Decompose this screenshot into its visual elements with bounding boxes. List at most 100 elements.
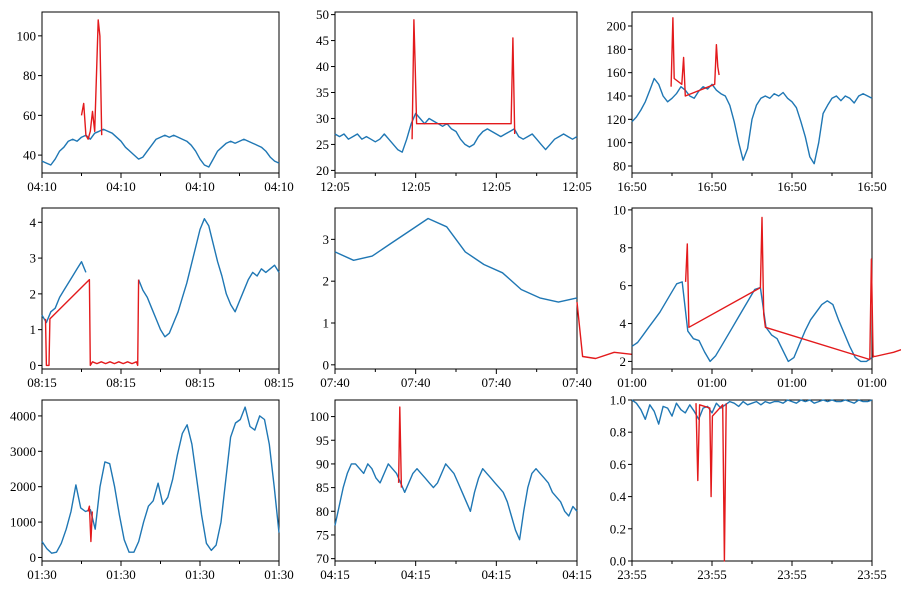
- plot-area-frame: [334, 11, 578, 174]
- x-tick-label: 07:40: [482, 375, 512, 390]
- normal-series-line: [631, 77, 873, 165]
- normal-series-line: [631, 399, 873, 425]
- y-tick-label: 20: [316, 163, 329, 178]
- plot-area-frame: [41, 207, 280, 370]
- anomaly-series-line: [684, 216, 874, 361]
- y-tick-label: 60: [23, 108, 36, 123]
- x-tick-label: 01:30: [27, 567, 57, 582]
- plot-area-frame: [41, 399, 280, 562]
- y-tick-label: 80: [316, 504, 329, 519]
- chart-panel-8: 70 75 80 85 90 95 100 04:15 04:15 04:15 04:15: [310, 399, 592, 582]
- x-tick-label: 01:30: [185, 567, 215, 582]
- y-tick-label: 0.4: [610, 489, 627, 504]
- chart-panel-1: 40 60 80 100 04:10 04:10 04:10 04:10: [17, 11, 294, 194]
- x-tick-label: 23:55: [697, 567, 727, 582]
- chart-panel-2: 20 25 30 35 40 45 50 12:05 12:05 12:05 12:05: [316, 7, 592, 194]
- x-tick-label: 04:15: [482, 567, 512, 582]
- plot-area-frame: [631, 207, 873, 370]
- y-tick-label: 180: [607, 42, 627, 57]
- y-tick-label: 80: [613, 159, 626, 174]
- y-tick-label: 100: [310, 409, 330, 424]
- y-tick-label: 0.8: [610, 425, 626, 440]
- x-tick-label: 12:05: [482, 179, 512, 194]
- normal-series-line: [631, 281, 873, 363]
- y-tick-label: 8: [620, 240, 627, 255]
- plot-area-frame: [334, 399, 578, 562]
- y-tick-label: 75: [316, 527, 329, 542]
- chart-panel-5: 0 1 2 3 07:40 07:40 07:40 07:40: [320, 207, 901, 390]
- y-tick-label: 0: [30, 550, 37, 565]
- x-tick-label: 16:50: [777, 179, 807, 194]
- normal-series-line: [334, 112, 578, 153]
- y-tick-label: 50: [316, 7, 329, 22]
- x-tick-label: 01:30: [106, 567, 136, 582]
- x-tick-label: 12:05: [562, 179, 592, 194]
- plot-area-frame: [41, 11, 280, 174]
- x-tick-label: 07:40: [562, 375, 592, 390]
- anomaly-series-line: [670, 17, 720, 97]
- y-tick-label: 95: [316, 433, 329, 448]
- y-tick-label: 2: [323, 274, 330, 289]
- y-tick-label: 40: [23, 148, 36, 163]
- y-tick-label: 0: [30, 358, 37, 373]
- y-tick-label: 120: [607, 112, 627, 127]
- x-tick-label: 01:00: [777, 375, 807, 390]
- y-tick-label: 100: [607, 135, 627, 150]
- anomaly-series-line: [44, 278, 140, 367]
- chart-panel-7: 0 1000 2000 3000 4000 01:30 01:30 01:30 01:30: [10, 399, 294, 582]
- x-tick-label: 08:15: [264, 375, 294, 390]
- y-tick-label: 0: [323, 357, 330, 372]
- y-tick-label: 85: [316, 480, 329, 495]
- y-tick-label: 90: [316, 456, 329, 471]
- y-tick-label: 2000: [10, 479, 36, 494]
- y-tick-label: 1: [323, 316, 330, 331]
- y-tick-label: 140: [607, 89, 627, 104]
- plot-area-frame: [334, 207, 578, 370]
- y-tick-label: 1.0: [610, 393, 626, 408]
- y-tick-label: 70: [316, 551, 329, 566]
- x-tick-label: 01:00: [697, 375, 727, 390]
- y-tick-label: 200: [607, 19, 627, 34]
- x-tick-label: 07:40: [320, 375, 350, 390]
- y-tick-label: 160: [607, 65, 627, 80]
- x-tick-label: 01:00: [617, 375, 647, 390]
- x-tick-label: 04:10: [106, 179, 136, 194]
- x-tick-label: 04:15: [562, 567, 592, 582]
- anomaly-series-line: [411, 19, 516, 140]
- x-tick-label: 12:05: [320, 179, 350, 194]
- x-tick-label: 08:15: [185, 375, 215, 390]
- chart-panel-3: 80 100 120 140 160 180 200 16:50 16:50 16:50 16:50: [607, 11, 887, 194]
- y-tick-label: 2: [620, 354, 627, 369]
- x-tick-label: 08:15: [27, 375, 57, 390]
- x-tick-label: 04:10: [264, 179, 294, 194]
- y-tick-label: 1: [30, 322, 37, 337]
- chart-panel-9: 0.0 0.2 0.4 0.6 0.8 1.0 23:55 23:55 23:55 23:55: [610, 393, 887, 583]
- x-tick-label: 07:40: [401, 375, 431, 390]
- chart-panel-6: 2 4 6 8 10 01:00 01:00 01:00 01:00: [613, 202, 887, 390]
- y-tick-label: 80: [23, 68, 36, 83]
- x-tick-label: 04:10: [27, 179, 57, 194]
- x-tick-label: 16:50: [857, 179, 887, 194]
- y-tick-label: 100: [17, 28, 37, 43]
- anomaly-series-line: [80, 19, 103, 140]
- normal-series-line: [334, 463, 578, 541]
- y-tick-label: 35: [316, 85, 329, 100]
- anomaly-series-line: [695, 403, 727, 562]
- y-tick-label: 10: [613, 202, 626, 217]
- y-tick-label: 3: [30, 251, 37, 266]
- x-tick-label: 08:15: [106, 375, 136, 390]
- y-tick-label: 25: [316, 137, 329, 152]
- plot-area-frame: [631, 399, 873, 562]
- x-tick-label: 23:55: [857, 567, 887, 582]
- y-tick-label: 4: [30, 215, 37, 230]
- x-tick-label: 16:50: [617, 179, 647, 194]
- x-tick-label: 23:55: [617, 567, 647, 582]
- normal-series-line: [41, 218, 280, 338]
- y-tick-label: 0.0: [610, 554, 626, 569]
- anomaly-series-line: [87, 505, 93, 543]
- chart-panel-4: 0 1 2 3 4 08:15 08:15 08:15 08:15: [27, 207, 294, 390]
- y-tick-label: 45: [316, 33, 329, 48]
- y-tick-label: 6: [620, 278, 627, 293]
- y-tick-label: 4000: [10, 408, 36, 423]
- y-tick-label: 4: [620, 316, 627, 331]
